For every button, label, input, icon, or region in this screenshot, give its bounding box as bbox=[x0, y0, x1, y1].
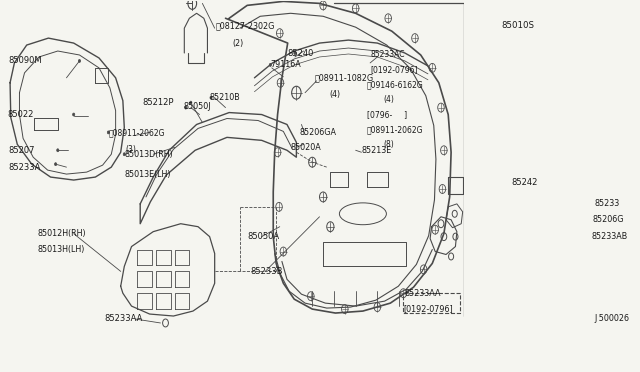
Text: 85233AA: 85233AA bbox=[104, 314, 143, 324]
Circle shape bbox=[185, 106, 187, 109]
Text: 85012H(RH): 85012H(RH) bbox=[38, 229, 86, 238]
Text: 85013E(LH): 85013E(LH) bbox=[124, 170, 171, 179]
Text: ⒲08127-2302G: ⒲08127-2302G bbox=[216, 22, 275, 31]
Text: 85210B: 85210B bbox=[210, 93, 241, 102]
Text: 85013H(LH): 85013H(LH) bbox=[38, 245, 85, 254]
Text: [0796-     ]: [0796- ] bbox=[367, 110, 406, 119]
Text: 85233AB: 85233AB bbox=[591, 232, 628, 241]
Text: 85090M: 85090M bbox=[8, 57, 42, 65]
Text: 85233AC: 85233AC bbox=[370, 51, 404, 60]
Circle shape bbox=[54, 163, 57, 166]
Text: Ⓝ08911-1082G: Ⓝ08911-1082G bbox=[314, 73, 374, 82]
Circle shape bbox=[72, 113, 75, 116]
Text: [0192-0796]: [0192-0796] bbox=[370, 65, 418, 74]
Text: Ⓝ08911-2062G: Ⓝ08911-2062G bbox=[367, 125, 423, 134]
Text: (2): (2) bbox=[233, 39, 244, 48]
Circle shape bbox=[78, 60, 81, 62]
Text: 85020A: 85020A bbox=[291, 143, 321, 152]
Text: J 500026: J 500026 bbox=[595, 314, 629, 324]
Circle shape bbox=[294, 51, 296, 54]
Circle shape bbox=[124, 153, 125, 156]
Text: 85233B: 85233B bbox=[251, 267, 284, 276]
Text: 85212P: 85212P bbox=[142, 98, 174, 107]
Text: 85206G: 85206G bbox=[593, 215, 624, 224]
Text: Ⓝ08911-2062G: Ⓝ08911-2062G bbox=[108, 128, 165, 137]
Text: 85013D(RH): 85013D(RH) bbox=[124, 150, 173, 159]
Text: 85050J: 85050J bbox=[184, 102, 211, 111]
Circle shape bbox=[57, 149, 59, 152]
Text: 79116A: 79116A bbox=[270, 60, 301, 70]
Circle shape bbox=[189, 101, 192, 104]
Text: (4): (4) bbox=[329, 90, 340, 99]
Text: [0192-0796]: [0192-0796] bbox=[403, 305, 453, 314]
Text: 85242: 85242 bbox=[512, 177, 538, 186]
Text: 85213E: 85213E bbox=[362, 146, 392, 155]
Text: 85233AA: 85233AA bbox=[405, 289, 442, 298]
Text: 85022: 85022 bbox=[7, 110, 33, 119]
Circle shape bbox=[210, 96, 212, 99]
Text: 85233A: 85233A bbox=[8, 163, 41, 171]
Text: 85050A: 85050A bbox=[247, 232, 279, 241]
Text: 85207: 85207 bbox=[8, 146, 35, 155]
Text: (4): (4) bbox=[383, 95, 394, 104]
Text: 85010S: 85010S bbox=[502, 21, 534, 30]
Text: 85233: 85233 bbox=[595, 199, 620, 208]
Circle shape bbox=[269, 63, 271, 66]
Text: 85206GA: 85206GA bbox=[300, 128, 336, 137]
Text: 85240: 85240 bbox=[287, 48, 314, 58]
Text: (8): (8) bbox=[383, 140, 394, 149]
Text: Ⓢ09146-6162G: Ⓢ09146-6162G bbox=[367, 80, 423, 89]
Circle shape bbox=[108, 131, 109, 134]
Text: (3): (3) bbox=[125, 145, 136, 154]
